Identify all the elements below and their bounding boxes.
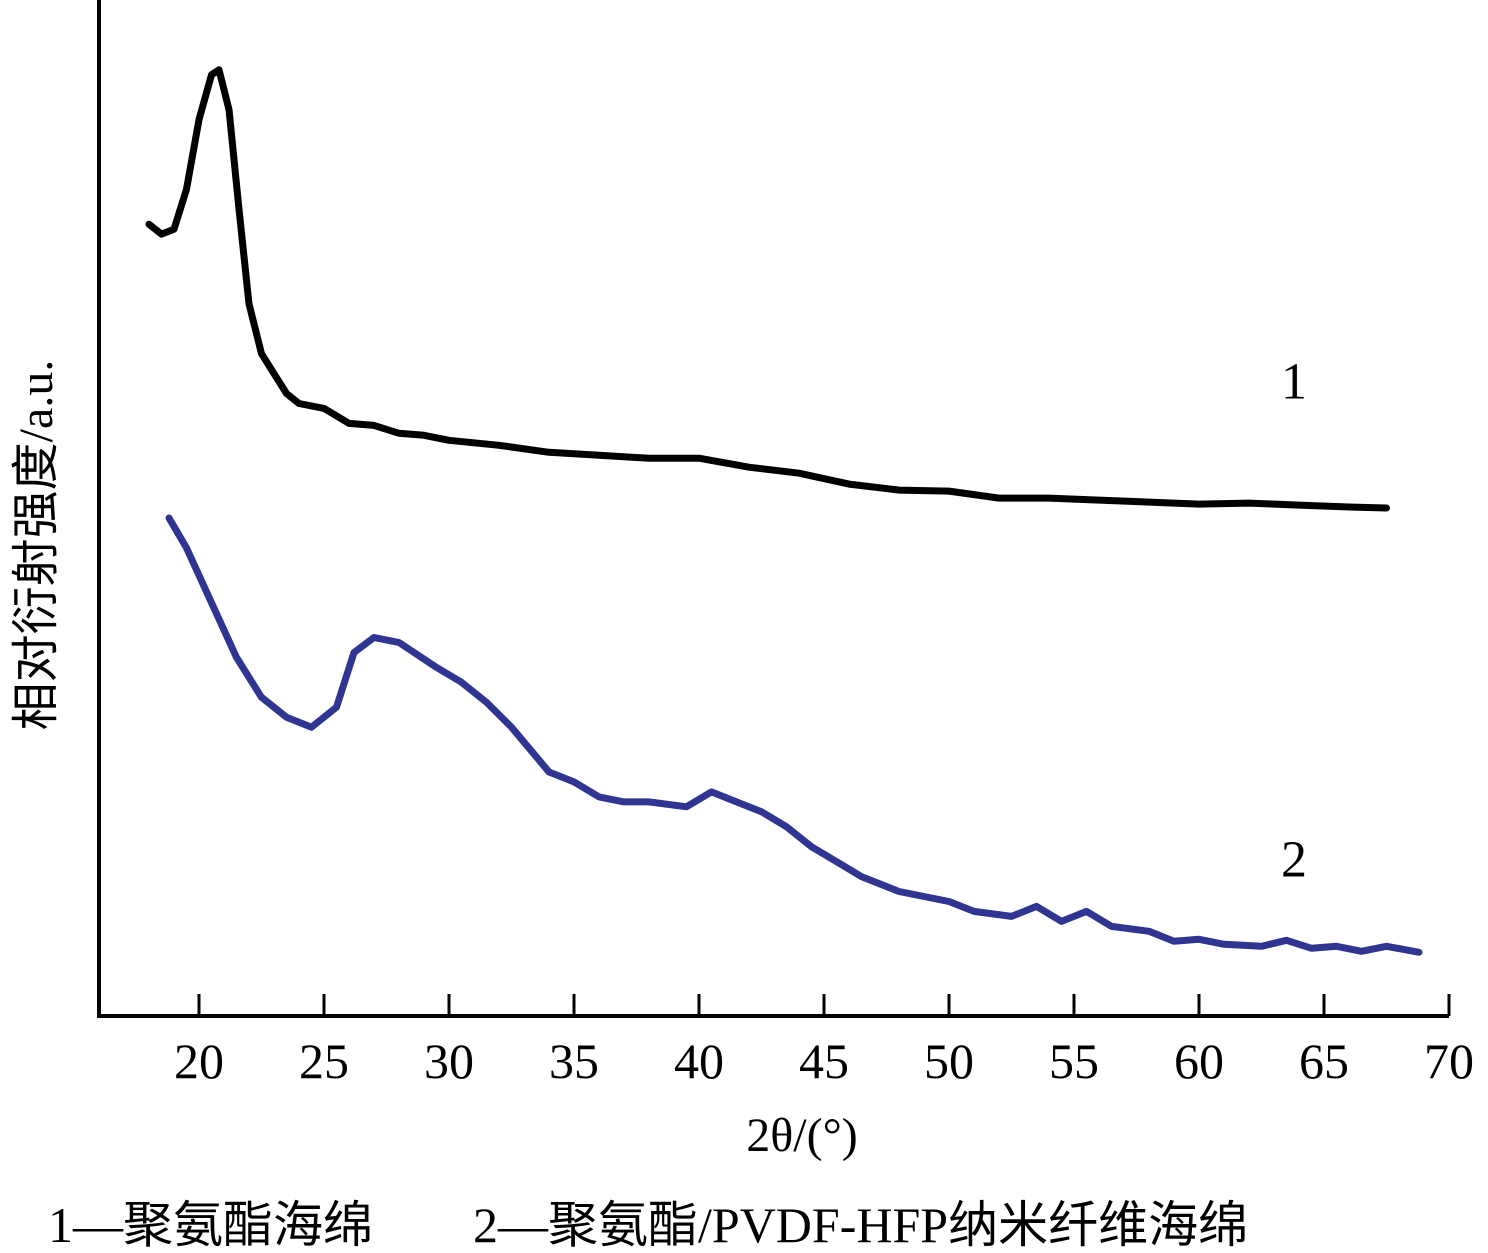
x-tick-label: 20 <box>174 1033 224 1089</box>
x-tick-label: 30 <box>424 1033 474 1089</box>
curve-label-2: 2 <box>1281 832 1307 889</box>
series-line-1 <box>145 66 1390 512</box>
curve-label-1: 1 <box>1281 353 1307 410</box>
x-axis-title: 2θ/(°) <box>746 1109 858 1162</box>
x-tick-label: 60 <box>1174 1033 1224 1089</box>
x-tick-label: 55 <box>1049 1033 1099 1089</box>
series-group <box>145 66 1423 956</box>
x-tick-label: 45 <box>799 1033 849 1089</box>
x-tick-label: 40 <box>674 1033 724 1089</box>
x-ticks: 20 25 30 35 40 45 50 55 60 65 70 <box>174 994 1474 1089</box>
x-tick-label: 65 <box>1299 1033 1349 1089</box>
axes: 20 25 30 35 40 45 50 55 60 65 70 <box>97 0 1474 1089</box>
series-line-2 <box>165 514 1423 956</box>
curve-labels: 12 <box>1281 353 1307 888</box>
legend-caption: 1—聚氨酯海绵 2—聚氨酯/PVDF-HFP纳米纤维海绵 <box>48 1197 1248 1253</box>
x-tick-label: 35 <box>549 1033 599 1089</box>
y-axis-title: 相对衍射强度/a.u. <box>10 360 63 731</box>
x-tick-label: 25 <box>299 1033 349 1089</box>
x-tick-label: 70 <box>1424 1033 1474 1089</box>
x-tick-label: 50 <box>924 1033 974 1089</box>
